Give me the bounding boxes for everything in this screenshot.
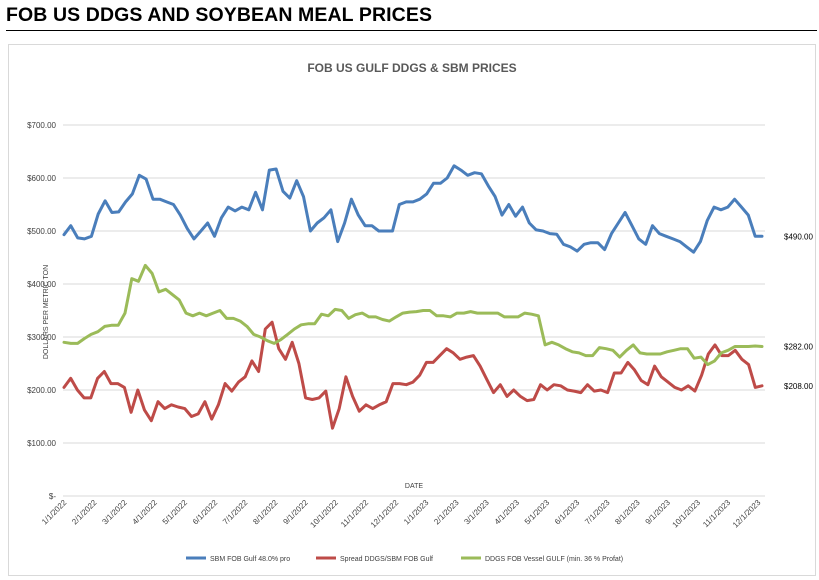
x-tick-label: 10/1/2022 — [308, 498, 340, 530]
y-tick-label: $- — [49, 492, 56, 501]
gridlines — [63, 124, 765, 497]
series-end-label: $490.00 — [784, 232, 813, 241]
title-divider — [6, 30, 817, 31]
y-tick-label: $400.00 — [27, 280, 56, 289]
x-tick-label: 10/1/2023 — [671, 498, 703, 530]
legend: SBM FOB Gulf 48.0% pro Spread DDGS/SBM FO… — [186, 556, 623, 563]
series-end-label: $282.00 — [784, 343, 813, 352]
legend-label-1: Spread DDGS/SBM FOB Gulf — [340, 556, 433, 563]
x-tick-label: 4/1/2022 — [131, 498, 160, 527]
y-tick-label: $300.00 — [27, 333, 56, 342]
chart-title: FOB US GULF DDGS & SBM PRICES — [307, 61, 516, 75]
x-tick-label: 7/1/2023 — [583, 498, 612, 527]
y-axis-label: DOLLARS PER METRIC TON — [43, 265, 50, 359]
x-tick-label: 12/1/2022 — [369, 498, 401, 530]
x-tick-label: 1/1/2023 — [402, 498, 431, 527]
x-tick-label: 3/1/2023 — [462, 498, 491, 527]
x-tick-label: 9/1/2022 — [281, 498, 310, 527]
y-tick-label: $100.00 — [27, 439, 56, 448]
x-tick-label: 6/1/2023 — [553, 498, 582, 527]
x-tick-label: 1/1/2022 — [40, 498, 69, 527]
x-tick-label: 8/1/2023 — [613, 498, 642, 527]
x-tick-label: 11/1/2022 — [339, 498, 370, 529]
y-tick-label: $200.00 — [27, 386, 56, 395]
y-tick-label: $600.00 — [27, 174, 56, 183]
y-tick-label: $500.00 — [27, 227, 56, 236]
series-end-label: $208.00 — [784, 382, 813, 391]
x-tick-label: 11/1/2023 — [701, 498, 732, 529]
series-line-2 — [62, 263, 764, 367]
series-lines — [62, 164, 764, 430]
x-tick-label: 5/1/2022 — [161, 498, 190, 527]
y-tick-label: $700.00 — [27, 121, 56, 130]
legend-label-2: DDGS FOB Vessel GULF (min. 36 % Profat) — [485, 556, 623, 563]
x-tick-label: 2/1/2023 — [432, 498, 461, 527]
series-end-labels: $490.00 $208.00 $282.00 — [784, 232, 813, 390]
page-title: FOB US DDGS AND SOYBEAN MEAL PRICES — [6, 4, 433, 26]
x-axis-label: DATE — [405, 483, 423, 490]
x-tick-label: 6/1/2022 — [191, 498, 220, 527]
x-tick-label: 3/1/2022 — [100, 498, 129, 527]
x-axis-ticks: 1/1/2022 2/1/2022 3/1/2022 4/1/2022 5/1/2022… — [40, 498, 763, 530]
x-tick-label: 7/1/2022 — [221, 498, 250, 527]
x-tick-label: 12/1/2023 — [731, 498, 763, 530]
series-line-1 — [62, 320, 764, 430]
x-tick-label: 5/1/2023 — [523, 498, 552, 527]
x-tick-label: 9/1/2023 — [644, 498, 673, 527]
y-axis-ticks: $- $100.00 $200.00 $300.00 $400.00 $500.00 $60… — [27, 121, 56, 501]
x-tick-label: 2/1/2022 — [70, 498, 99, 527]
x-tick-label: 8/1/2022 — [251, 498, 280, 527]
legend-label-0: SBM FOB Gulf 48.0% pro — [210, 556, 290, 563]
series-line-0 — [62, 164, 764, 254]
chart-frame — [8, 44, 816, 576]
x-tick-label: 4/1/2023 — [493, 498, 522, 527]
